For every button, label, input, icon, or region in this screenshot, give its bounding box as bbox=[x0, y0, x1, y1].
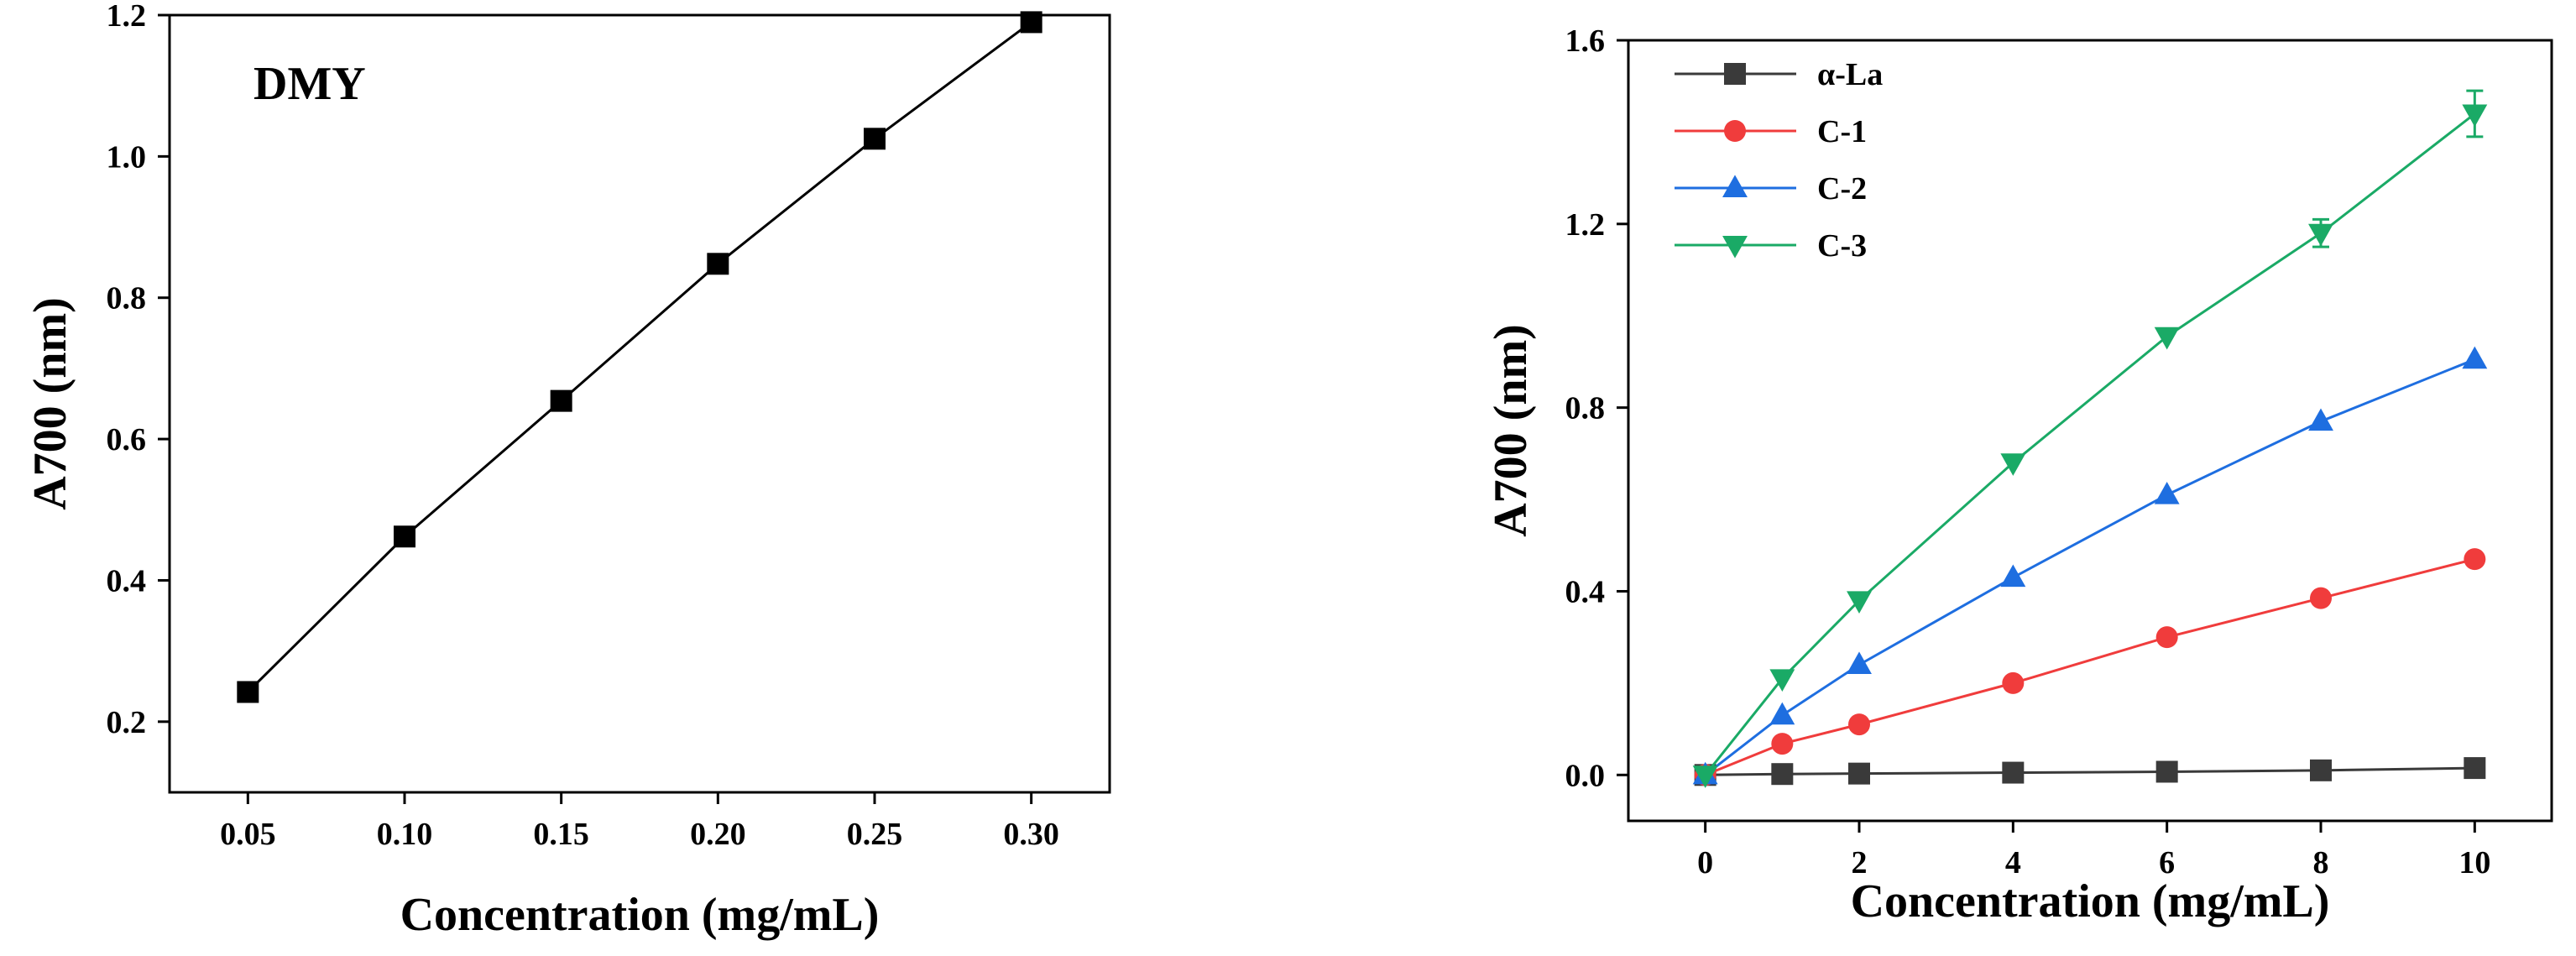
right-series-line-3 bbox=[1704, 112, 2476, 776]
left-x-tick-label-2: 0.15 bbox=[533, 817, 589, 852]
right-series bbox=[1692, 89, 2488, 788]
right-point-0-2 bbox=[1848, 762, 1870, 785]
right-x-tick-label-0: 0 bbox=[1697, 845, 1713, 880]
right-axis-ticks: 0 2 4 6 8 10 0.0 0.4 0.8 1.2 1.6 bbox=[1565, 24, 2491, 880]
legend-marker-3 bbox=[1722, 235, 1748, 259]
right-x-tick-label-4: 8 bbox=[2313, 845, 2329, 880]
right-point-0-3 bbox=[2002, 761, 2025, 784]
right-point-2-5 bbox=[2308, 408, 2333, 431]
right-point-2-4 bbox=[2154, 481, 2180, 504]
right-series-line-1 bbox=[1705, 557, 2475, 776]
left-series-line-0 bbox=[247, 21, 1032, 693]
left-series bbox=[237, 11, 1042, 703]
right-x-tick-label-5: 10 bbox=[2458, 845, 2490, 880]
left-chart: 0.05 0.10 0.15 0.20 0.25 0.30 0.2 0.4 0.6 0.8 1.0 1… bbox=[24, 0, 1111, 941]
left-x-tick-label-3: 0.20 bbox=[690, 817, 746, 852]
right-point-3-5 bbox=[2308, 223, 2333, 247]
left-plot-frame bbox=[168, 13, 1111, 794]
right-series-line-2 bbox=[1704, 358, 2475, 776]
legend-label-0: α-La bbox=[1817, 57, 1883, 92]
left-point-0-4 bbox=[864, 128, 886, 150]
right-point-1-3 bbox=[2002, 671, 2025, 694]
right-point-0-4 bbox=[2155, 760, 2178, 783]
right-point-1-5 bbox=[2310, 587, 2332, 609]
right-point-3-2 bbox=[1847, 591, 1872, 614]
left-axis-ticks: 0.05 0.10 0.15 0.20 0.25 0.30 0.2 0.4 0.6 0.8 1.0 1… bbox=[107, 0, 1059, 852]
legend-label-1: C-1 bbox=[1817, 114, 1867, 149]
right-series-line-0 bbox=[1705, 766, 2475, 776]
left-x-tick-label-0: 0.05 bbox=[220, 817, 276, 852]
right-point-2-1 bbox=[1769, 702, 1795, 725]
left-point-0-0 bbox=[237, 681, 259, 703]
right-x-tick-label-2: 4 bbox=[2005, 845, 2021, 880]
right-x-axis-label: Concentration (mg/mL) bbox=[1851, 875, 2330, 927]
right-point-1-2 bbox=[1848, 713, 1870, 736]
right-legend: α-La C-1 C-2 C-3 bbox=[1675, 57, 1883, 264]
left-x-tick-label-4: 0.25 bbox=[847, 817, 903, 852]
right-point-1-4 bbox=[2155, 626, 2178, 649]
left-y-tick-label-4: 1.0 bbox=[107, 139, 147, 175]
left-y-tick-label-1: 0.4 bbox=[107, 563, 147, 598]
right-point-2-3 bbox=[2000, 564, 2026, 588]
right-y-tick-label-4: 1.6 bbox=[1565, 24, 1606, 59]
legend-marker-0 bbox=[1724, 63, 1746, 85]
left-y-tick-label-2: 0.6 bbox=[107, 422, 147, 457]
right-point-0-1 bbox=[1771, 763, 1794, 786]
right-point-3-1 bbox=[1769, 669, 1795, 692]
right-y-tick-label-1: 0.4 bbox=[1565, 574, 1606, 609]
right-y-tick-label-3: 1.2 bbox=[1565, 207, 1606, 243]
legend-label-2: C-2 bbox=[1817, 171, 1867, 206]
legend-marker-1 bbox=[1724, 120, 1746, 142]
left-y-tick-label-3: 0.8 bbox=[107, 281, 147, 316]
right-point-2-6 bbox=[2462, 346, 2488, 369]
right-point-3-3 bbox=[2000, 453, 2026, 476]
right-point-0-5 bbox=[2310, 759, 2332, 781]
right-point-2-2 bbox=[1847, 651, 1872, 675]
left-point-0-5 bbox=[1020, 11, 1042, 34]
right-y-tick-label-0: 0.0 bbox=[1565, 758, 1606, 793]
left-point-0-3 bbox=[707, 253, 729, 275]
left-y-tick-label-5: 1.2 bbox=[107, 0, 147, 34]
right-x-tick-label-3: 6 bbox=[2159, 845, 2175, 880]
left-x-tick-label-1: 0.10 bbox=[377, 817, 433, 852]
right-point-3-0 bbox=[1692, 765, 1718, 788]
right-point-3-6 bbox=[2462, 104, 2488, 128]
left-annotation-dmy: DMY bbox=[253, 58, 366, 110]
left-x-axis-label: Concentration (mg/mL) bbox=[400, 889, 880, 941]
right-plot-frame bbox=[1627, 39, 2553, 823]
right-y-axis-label: A700 (nm) bbox=[1485, 324, 1537, 537]
legend-marker-2 bbox=[1722, 175, 1748, 198]
right-point-0-6 bbox=[2464, 757, 2486, 780]
left-y-axis-label: A700 (nm) bbox=[24, 297, 76, 510]
left-x-tick-label-5: 0.30 bbox=[1003, 817, 1059, 852]
right-point-1-1 bbox=[1771, 733, 1794, 755]
right-y-tick-label-2: 0.8 bbox=[1565, 391, 1606, 426]
right-chart: 0 2 4 6 8 10 0.0 0.4 0.8 1.2 1.6 α-La C-1 C-2 C-3 Con… bbox=[1485, 24, 2553, 927]
right-point-3-4 bbox=[2154, 327, 2180, 350]
left-point-0-1 bbox=[394, 525, 415, 548]
right-point-1-6 bbox=[2464, 548, 2486, 571]
left-point-0-2 bbox=[550, 389, 572, 412]
legend-label-3: C-3 bbox=[1817, 228, 1867, 264]
left-y-tick-label-0: 0.2 bbox=[107, 705, 147, 740]
right-x-tick-label-1: 2 bbox=[1852, 845, 1868, 880]
